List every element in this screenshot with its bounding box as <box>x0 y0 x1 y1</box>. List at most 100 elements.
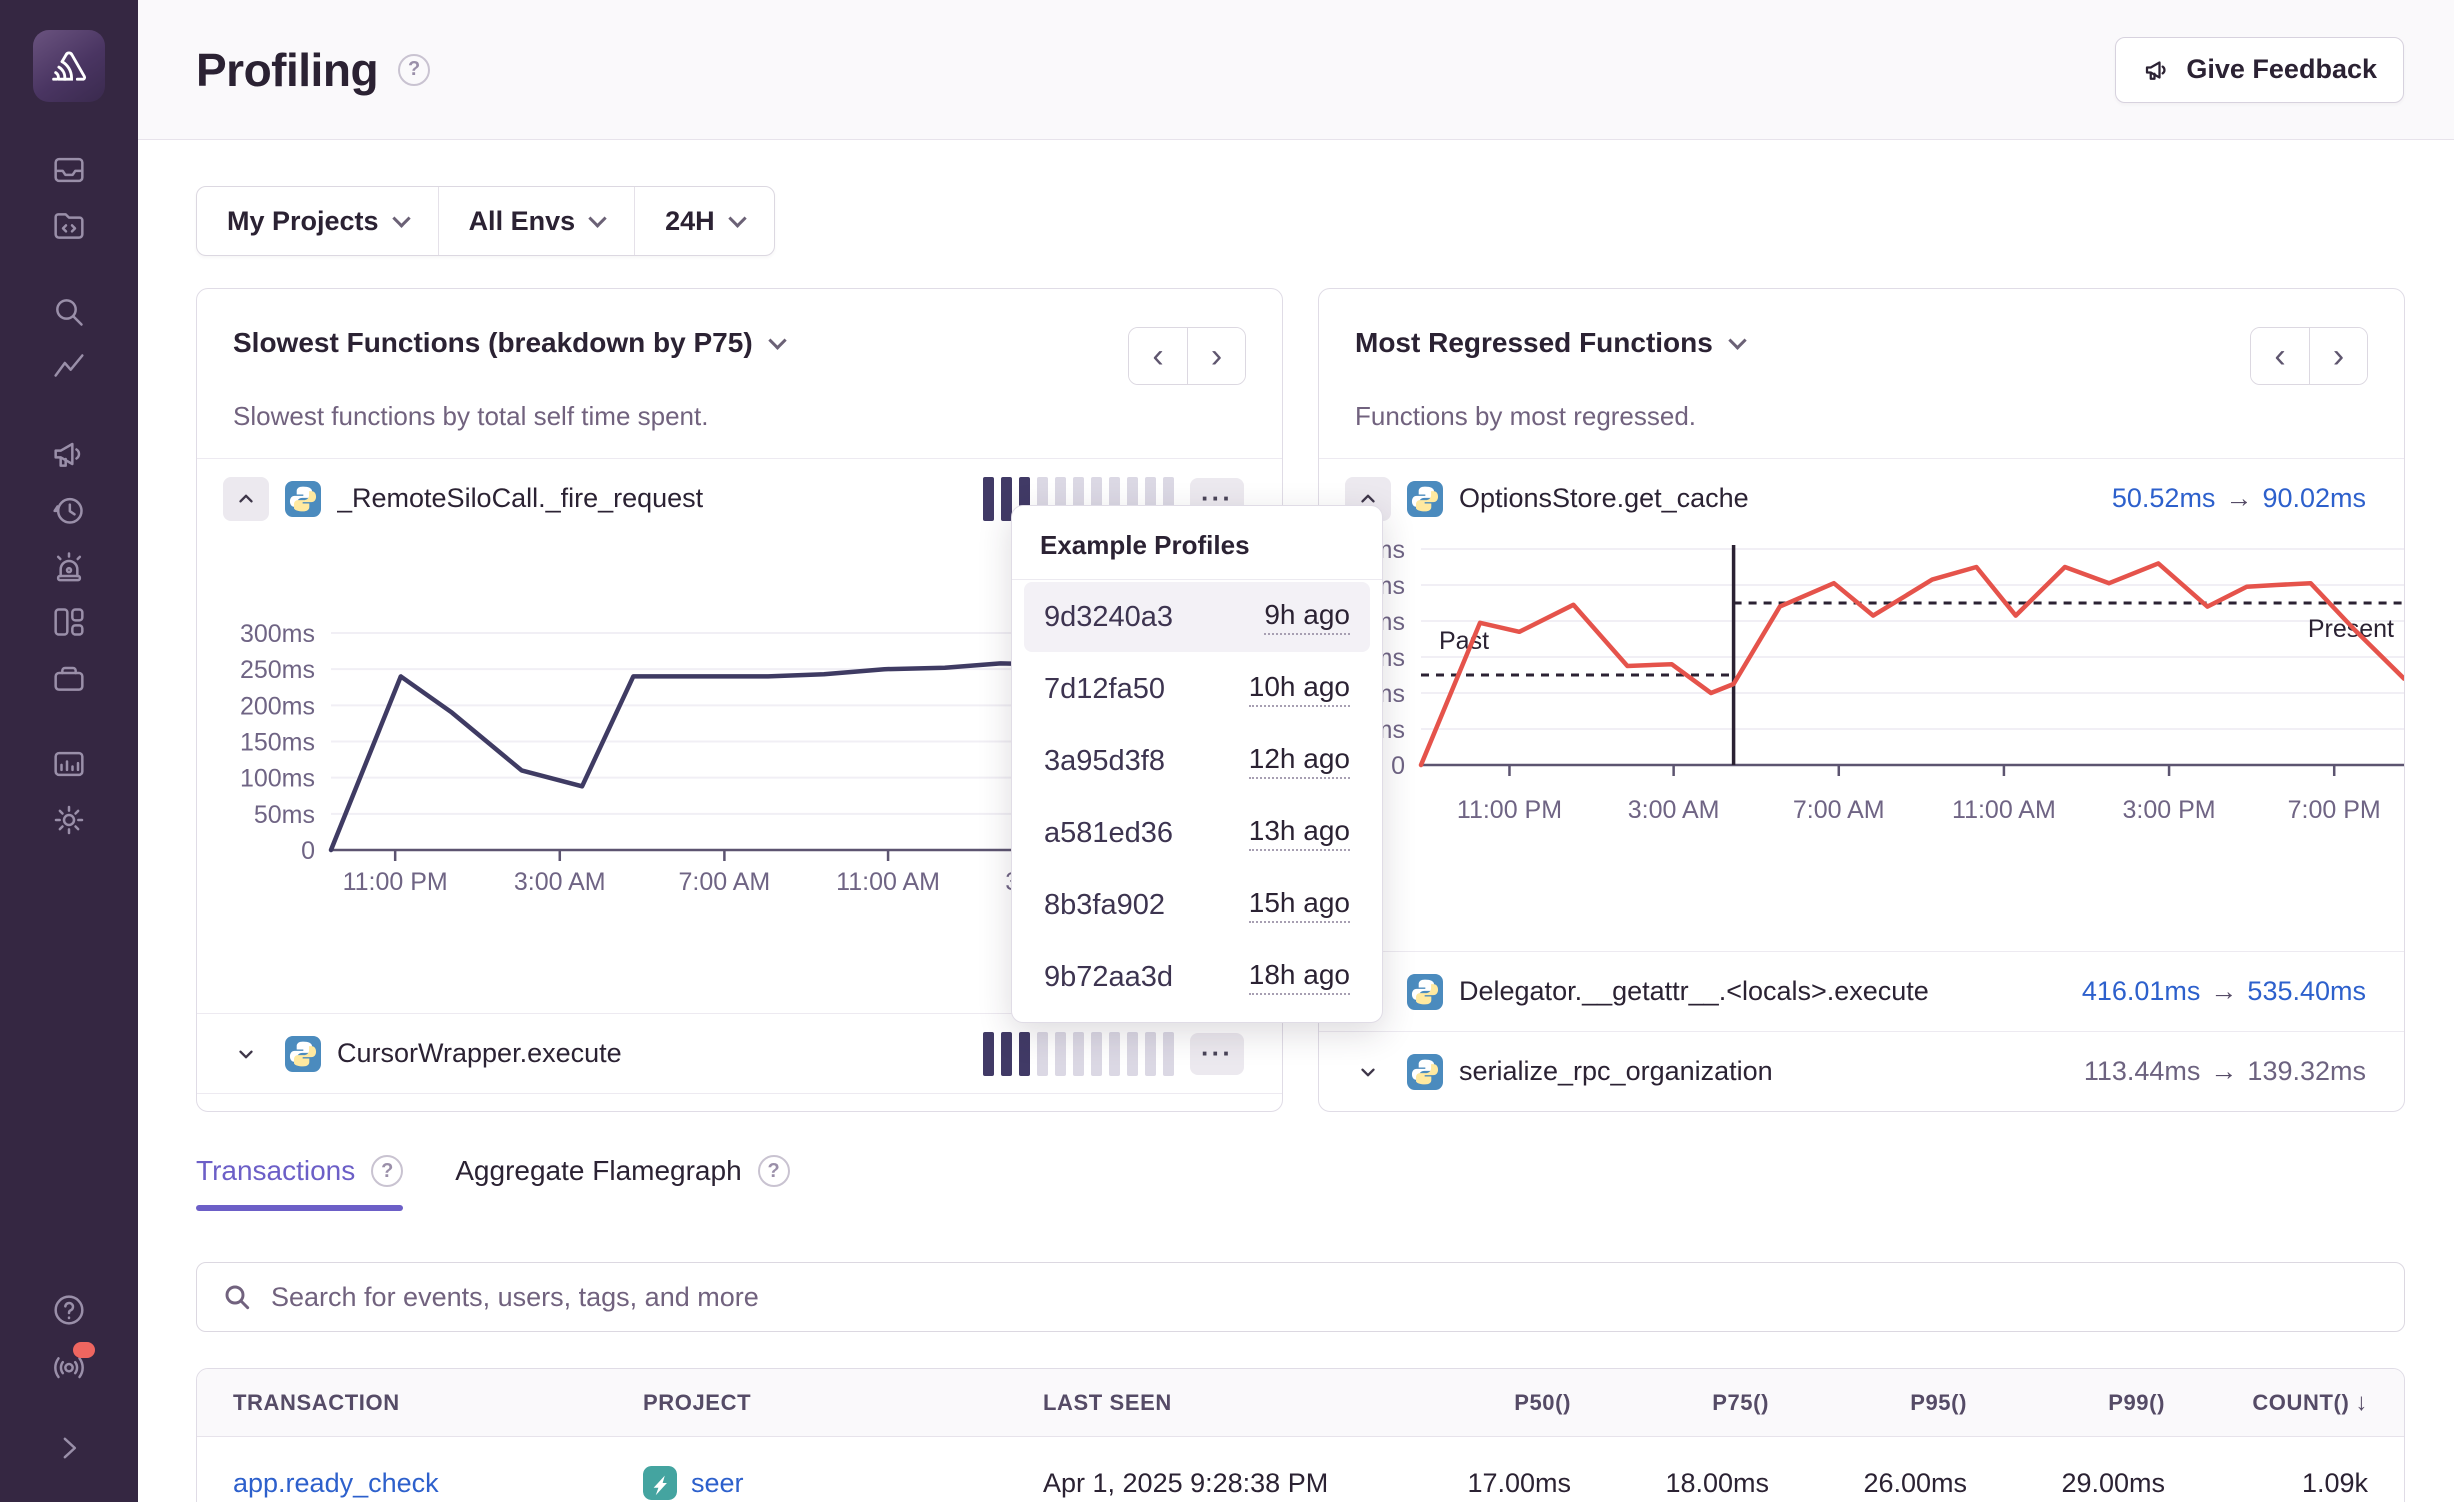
profile-id-link[interactable]: a581ed36 <box>1044 817 1173 850</box>
count-value: 1.09k <box>2165 1468 2368 1499</box>
before-value-link[interactable]: 50.52ms <box>2112 483 2216 513</box>
sidebar-collapse-button[interactable] <box>37 1420 101 1476</box>
tab-transactions-label: Transactions <box>196 1155 355 1187</box>
svg-text:7:00 PM: 7:00 PM <box>2288 796 2381 824</box>
profile-item[interactable]: a581ed36 13h ago <box>1024 798 1370 868</box>
transactions-help-icon[interactable]: ? <box>371 1155 403 1187</box>
profile-item[interactable]: 9d3240a3 9h ago <box>1024 582 1370 652</box>
seer-project-icon <box>643 1466 677 1500</box>
function-name-link[interactable]: Delegator.__getattr__.<locals>.execute <box>1459 976 1929 1007</box>
sidebar-item-help[interactable] <box>37 1282 101 1338</box>
folder-code-icon <box>49 206 89 246</box>
python-icon <box>1407 481 1443 517</box>
project-filter[interactable]: My Projects <box>197 187 438 255</box>
profile-id-link[interactable]: 3a95d3f8 <box>1044 745 1165 778</box>
slowest-functions-title-dropdown[interactable]: Slowest Functions (breakdown by P75) <box>233 327 784 359</box>
function-sparkbars <box>983 1031 1174 1077</box>
archive-box-icon <box>49 658 89 698</box>
collapse-row-button[interactable] <box>223 477 269 521</box>
before-value-link[interactable]: 416.01ms <box>2082 976 2201 1006</box>
sidebar-item-explore[interactable] <box>37 198 101 254</box>
slowest-pagination: ‹ › <box>1128 327 1246 385</box>
column-project[interactable]: PROJECT <box>643 1390 1043 1416</box>
expand-row-button[interactable] <box>223 1112 269 1113</box>
chevron-up-icon <box>235 488 257 510</box>
chevron-down-icon <box>235 1043 257 1065</box>
column-p75[interactable]: P75() <box>1571 1390 1769 1416</box>
profile-timestamp-link[interactable]: 18h ago <box>1249 959 1350 995</box>
column-p50[interactable]: P50() <box>1373 1390 1571 1416</box>
profile-timestamp-link[interactable]: 10h ago <box>1249 671 1350 707</box>
function-row: Delegator.__getattr__.<locals>.execute 4… <box>1319 951 2404 1031</box>
function-name-link[interactable]: OptionsStore.get_cache <box>1459 483 1749 514</box>
python-icon <box>1407 1054 1443 1090</box>
chevron-down-icon <box>728 209 746 227</box>
column-transaction[interactable]: TRANSACTION <box>233 1390 643 1416</box>
chevron-right-icon <box>49 1428 89 1468</box>
regressed-pagination: ‹ › <box>2250 327 2368 385</box>
sidebar-item-replays[interactable] <box>37 482 101 538</box>
expand-row-button[interactable] <box>223 1032 269 1076</box>
sidebar-item-whats-new[interactable] <box>37 1338 101 1394</box>
gear-icon <box>49 800 89 840</box>
profile-timestamp-link[interactable]: 12h ago <box>1249 743 1350 779</box>
function-row: _raw_snql_query ··· <box>197 1093 1282 1112</box>
transaction-link[interactable]: app.ready_check <box>233 1468 643 1499</box>
function-row: CursorWrapper.execute ··· <box>197 1013 1282 1093</box>
prev-page-button[interactable]: ‹ <box>1129 328 1187 384</box>
regressed-function-chart: 020ms40ms60ms80ms100ms120ms11:00 PM3:00 … <box>1319 538 2404 838</box>
svg-text:7:00 AM: 7:00 AM <box>1793 796 1885 824</box>
column-count[interactable]: COUNT()↓ <box>2165 1389 2368 1417</box>
row-actions-button[interactable]: ··· <box>1190 1033 1244 1075</box>
prev-page-button[interactable]: ‹ <box>2251 328 2309 384</box>
megaphone-icon <box>49 434 89 474</box>
sidebar-item-feedback[interactable] <box>37 426 101 482</box>
project-cell: seer <box>643 1466 1043 1500</box>
column-p95[interactable]: P95() <box>1769 1390 1967 1416</box>
date-range-filter[interactable]: 24H <box>634 187 774 255</box>
most-regressed-title-dropdown[interactable]: Most Regressed Functions <box>1355 327 1744 359</box>
profile-item[interactable]: 9b72aa3d 18h ago <box>1024 942 1370 1012</box>
python-icon <box>285 481 321 517</box>
page-help-icon[interactable]: ? <box>398 54 430 86</box>
sidebar-item-search[interactable] <box>37 284 101 340</box>
next-page-button[interactable]: › <box>2309 328 2367 384</box>
profile-item[interactable]: 8b3fa902 15h ago <box>1024 870 1370 940</box>
search-input[interactable] <box>271 1282 2380 1313</box>
after-value-link[interactable]: 90.02ms <box>2262 483 2366 513</box>
column-p99[interactable]: P99() <box>1967 1390 2165 1416</box>
svg-text:11:00 PM: 11:00 PM <box>1457 796 1562 824</box>
after-value-link[interactable]: 535.40ms <box>2247 976 2366 1006</box>
sidebar-item-releases[interactable] <box>37 650 101 706</box>
expand-row-button[interactable] <box>1345 1050 1391 1094</box>
sidebar-item-dashboards[interactable] <box>37 594 101 650</box>
sidebar-item-metrics[interactable] <box>37 340 101 396</box>
environment-filter[interactable]: All Envs <box>438 187 635 255</box>
sidebar-item-stats[interactable] <box>37 736 101 792</box>
function-name-link[interactable]: CursorWrapper.execute <box>337 1038 622 1069</box>
flamegraph-help-icon[interactable]: ? <box>758 1155 790 1187</box>
sidebar-item-settings[interactable] <box>37 792 101 848</box>
profile-id-link[interactable]: 7d12fa50 <box>1044 673 1165 706</box>
arrow-right-icon: → <box>2215 483 2262 513</box>
tab-aggregate-flamegraph[interactable]: Aggregate Flamegraph ? <box>455 1155 789 1187</box>
function-name-link[interactable]: serialize_rpc_organization <box>1459 1056 1773 1087</box>
column-last-seen[interactable]: LAST SEEN <box>1043 1390 1373 1416</box>
give-feedback-button[interactable]: Give Feedback <box>2115 37 2404 103</box>
profile-timestamp-link[interactable]: 13h ago <box>1249 815 1350 851</box>
profile-timestamp-link[interactable]: 15h ago <box>1249 887 1350 923</box>
profile-timestamp-link[interactable]: 9h ago <box>1264 599 1350 635</box>
profile-item[interactable]: 7d12fa50 10h ago <box>1024 654 1370 724</box>
profile-id-link[interactable]: 9b72aa3d <box>1044 961 1173 994</box>
dashboards-icon <box>49 602 89 642</box>
profile-item[interactable]: 3a95d3f8 12h ago <box>1024 726 1370 796</box>
sentry-logo[interactable] <box>33 30 105 102</box>
profile-id-link[interactable]: 9d3240a3 <box>1044 601 1173 634</box>
next-page-button[interactable]: › <box>1187 328 1245 384</box>
project-link[interactable]: seer <box>691 1468 744 1499</box>
sidebar-item-issues[interactable] <box>37 142 101 198</box>
function-name-link[interactable]: _RemoteSiloCall._fire_request <box>337 483 703 514</box>
tab-transactions[interactable]: Transactions ? <box>196 1155 403 1211</box>
sidebar-item-alerts[interactable] <box>37 538 101 594</box>
profile-id-link[interactable]: 8b3fa902 <box>1044 889 1165 922</box>
